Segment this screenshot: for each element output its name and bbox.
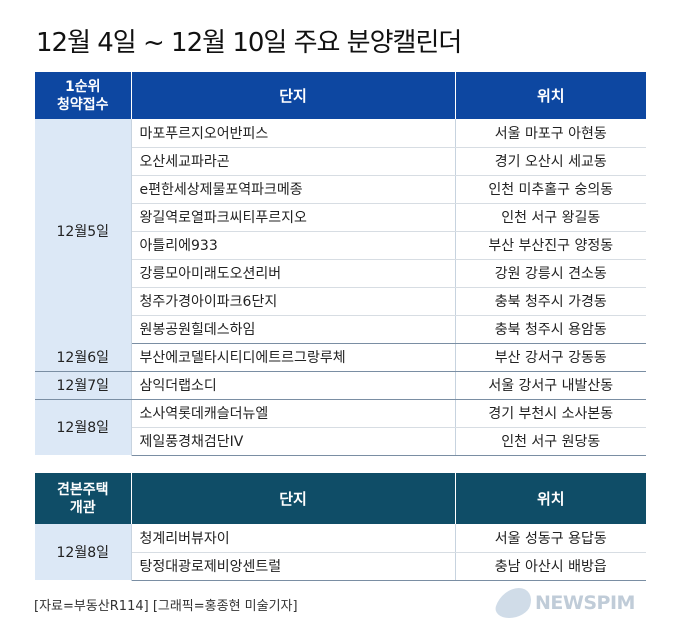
logo-wordmark: NEWSPIM: [535, 592, 635, 614]
header-date-line2: 청약접수: [56, 96, 109, 113]
header-location: 위치: [454, 473, 646, 524]
complex-location: 서울 마포구 아현동: [454, 119, 646, 148]
complex-name: 청주가경아이파크6단지: [131, 287, 455, 316]
complex-name: 오산세교파라곤: [131, 147, 455, 176]
complex-name: 제일풍경채검단IV: [131, 427, 455, 456]
complex-name: 강릉모아미래도오션리버: [131, 259, 455, 288]
complex-name: 부산에코델타시티디에트르그랑루체: [131, 343, 455, 372]
table-row: 12월8일 소사역롯데캐슬더뉴엘 경기 부천시 소사본동: [35, 399, 646, 455]
logo-mark-icon: [492, 588, 536, 618]
complex-name: 아틀리에933: [131, 231, 455, 260]
complex-name: 마포푸르지오어반피스: [131, 119, 455, 148]
header-complex: 단지: [130, 72, 455, 119]
header-date-line1: 견본주택: [56, 481, 109, 498]
date-cell: 12월5일: [35, 119, 132, 343]
model-house-table: 견본주택 개관 단지 위치 12월8일 청계리버뷰자이 서울 성동구 용답동 탕정대광…: [35, 473, 646, 581]
table-row: e편한세상제물포역파크메종 인천 미추홀구 숭의동: [35, 175, 646, 204]
table-row: 12월7일 삼익더랩소디 서울 강서구 내발산동: [35, 371, 646, 400]
complex-location: 경기 오산시 세교동: [454, 147, 646, 176]
table-row: 아틀리에933 부산 부산진구 양정동: [35, 231, 646, 260]
date-cell: 12월8일: [35, 524, 132, 580]
table-row: 제일풍경채검단IV 인천 서구 원당동: [35, 427, 646, 456]
complex-name: e편한세상제물포역파크메종: [131, 175, 455, 204]
table-row: 원봉공원힐데스하임 충북 청주시 용암동: [35, 315, 646, 344]
table-row: 오산세교파라곤 경기 오산시 세교동: [35, 147, 646, 176]
table-row: 청주가경아이파크6단지 충북 청주시 가경동: [35, 287, 646, 316]
header-date: 견본주택 개관: [35, 473, 131, 524]
table-row: 12월8일 청계리버뷰자이 서울 성동구 용답동: [35, 524, 646, 580]
complex-location: 부산 부산진구 양정동: [454, 231, 646, 260]
complex-name: 탕정대광로제비앙센트럴: [131, 552, 455, 581]
table-row: 왕길역로열파크씨티푸르지오 인천 서구 왕길동: [35, 203, 646, 232]
complex-location: 서울 강서구 내발산동: [454, 371, 646, 400]
header-date-line2: 개관: [69, 499, 96, 516]
complex-name: 청계리버뷰자이: [131, 524, 455, 553]
table-header: 1순위 청약접수 단지 위치: [35, 72, 646, 119]
complex-location: 충북 청주시 용암동: [454, 315, 646, 344]
complex-location: 충남 아산시 배방읍: [454, 552, 646, 581]
complex-location: 인천 서구 왕길동: [454, 203, 646, 232]
table-header: 견본주택 개관 단지 위치: [35, 473, 646, 524]
date-cell: 12월7일: [35, 371, 132, 400]
model-house-body: 12월8일 청계리버뷰자이 서울 성동구 용답동 탕정대광로제비앙센트럴 충남 아산시 …: [35, 524, 646, 581]
date-cell: 12월6일: [35, 343, 132, 372]
complex-location: 부산 강서구 강동동: [454, 343, 646, 372]
complex-name: 왕길역로열파크씨티푸르지오: [131, 203, 455, 232]
complex-location: 충북 청주시 가경동: [454, 287, 646, 316]
header-date: 1순위 청약접수: [35, 72, 131, 119]
complex-name: 삼익더랩소디: [131, 371, 455, 400]
complex-name: 소사역롯데캐슬더뉴엘: [131, 399, 455, 428]
subscription-table: 1순위 청약접수 단지 위치 12월5일 마포푸르지오어반피스 서울 마포구 아현동…: [35, 72, 646, 456]
complex-location: 인천 서구 원당동: [454, 427, 646, 456]
complex-location: 경기 부천시 소사본동: [454, 399, 646, 428]
header-date-line1: 1순위: [64, 78, 101, 95]
table-row: 강릉모아미래도오션리버 강원 강릉시 견소동: [35, 259, 646, 288]
header-location: 위치: [454, 72, 646, 119]
table-row: 12월6일 부산에코델타시티디에트르그랑루체 부산 강서구 강동동: [35, 343, 646, 372]
table-row: 탕정대광로제비앙센트럴 충남 아산시 배방읍: [35, 552, 646, 581]
page-title: 12월 4일 ~ 12월 10일 주요 분양캘린더: [36, 28, 462, 58]
source-credit: [자료=부동산R114] [그래픽=홍종현 미술기자]: [34, 599, 298, 614]
complex-location: 강원 강릉시 견소동: [454, 259, 646, 288]
complex-name: 원봉공원힐데스하임: [131, 315, 455, 344]
newspim-logo: NEWSPIM: [492, 584, 657, 624]
complex-location: 인천 미추홀구 숭의동: [454, 175, 646, 204]
table-row: 12월5일 마포푸르지오어반피스 서울 마포구 아현동: [35, 119, 646, 343]
header-complex: 단지: [130, 473, 455, 524]
subscription-body: 12월5일 마포푸르지오어반피스 서울 마포구 아현동 오산세교파라곤 경기 오산시 세…: [35, 119, 646, 456]
complex-location: 서울 성동구 용답동: [454, 524, 646, 553]
date-cell: 12월8일: [35, 399, 132, 455]
